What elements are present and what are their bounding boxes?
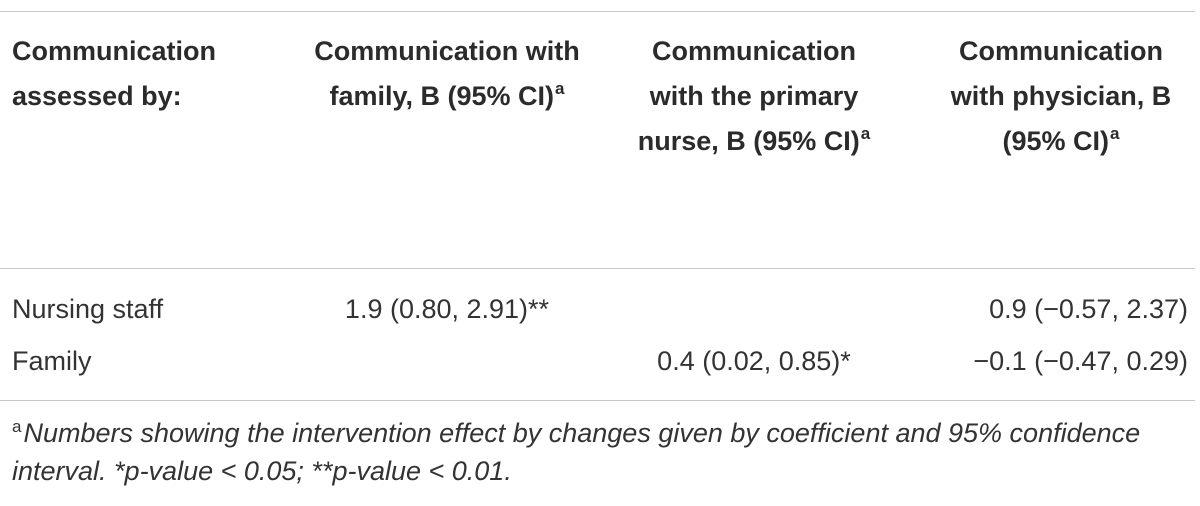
header-nurse: Communication with the primary nurse, B … (623, 29, 885, 164)
bottom-rule (0, 400, 1195, 401)
row-label: Nursing staff (12, 294, 164, 324)
footnote-marker: a (12, 417, 22, 436)
cell-family: 1.9 (0.80, 2.91)** (344, 294, 550, 324)
table-footnote: aNumbers showing the intervention effect… (12, 414, 1192, 490)
top-rule (0, 11, 1195, 12)
header-physician-text: Communication with physician, B (95% CI) (950, 36, 1172, 156)
header-nurse-sup: a (860, 124, 871, 143)
header-assessed-by-text: Communication assessed by: (12, 36, 217, 111)
cell-nurse: 0.4 (0.02, 0.85)* (657, 346, 851, 376)
header-family: Communication with family, B (95% CI)a (312, 29, 582, 119)
header-nurse-text: Communication with the primary nurse, B … (637, 36, 860, 156)
header-family-sup: a (555, 79, 565, 98)
row-label: Family (12, 346, 92, 376)
header-family-text: Communication with family, B (95% CI) (314, 36, 580, 111)
cell-physician: −0.1 (−0.47, 0.29) (973, 346, 1188, 376)
cell-physician: 0.9 (−0.57, 2.37) (989, 294, 1188, 324)
header-physician-sup: a (1110, 124, 1120, 143)
header-rule (0, 268, 1195, 269)
header-assessed-by: Communication assessed by: (12, 29, 302, 119)
footnote-text: Numbers showing the intervention effect … (12, 418, 1141, 486)
header-physician: Communication with physician, B (95% CI)… (930, 29, 1192, 164)
